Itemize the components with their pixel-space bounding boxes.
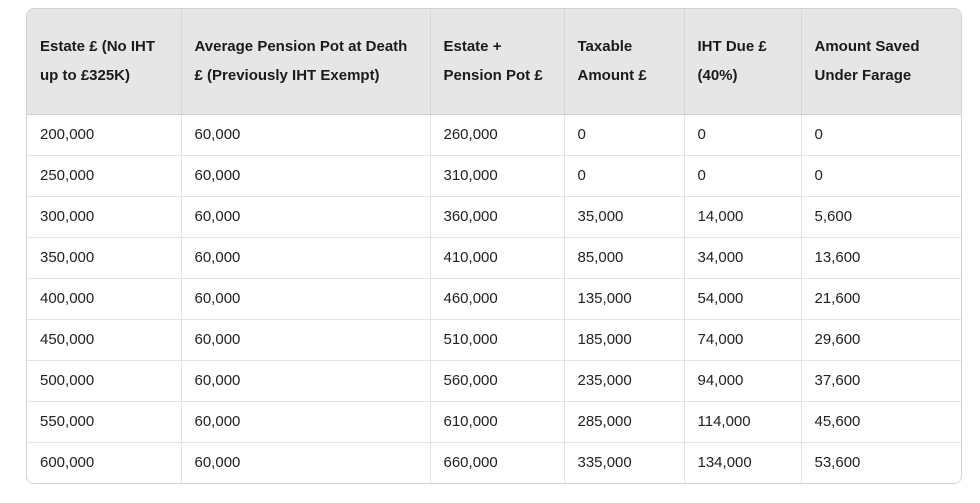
iht-table: Estate £ (No IHT up to £325K) Average Pen… [27,9,961,483]
table-cell: 600,000 [27,441,181,483]
table-cell: 60,000 [180,154,430,196]
table-cell: 450,000 [27,318,181,360]
table-cell: 94,000 [683,359,801,401]
table-cell: 85,000 [563,236,684,278]
column-header: IHT Due £ (40%) [683,9,801,115]
table-cell: 660,000 [429,441,564,483]
table-cell: 0 [800,154,961,196]
table-row: 250,000 60,000 310,000 0 0 0 [27,154,961,196]
table-row: 550,000 60,000 610,000 285,000 114,000 45,600 [27,400,961,442]
column-header: Estate + Pension Pot £ [429,9,564,115]
table-cell: 29,600 [800,318,961,360]
column-header: Average Pension Pot at Death £ (Previous… [180,9,430,115]
table-cell: 21,600 [800,277,961,319]
table-row: 500,000 60,000 560,000 235,000 94,000 37,600 [27,359,961,401]
column-header: Amount Saved Under Farage [800,9,961,115]
table-row: 300,000 60,000 360,000 35,000 14,000 5,600 [27,195,961,237]
table-cell: 235,000 [563,359,684,401]
table-cell: 45,600 [800,400,961,442]
table-cell: 74,000 [683,318,801,360]
table-row: 400,000 60,000 460,000 135,000 54,000 21,600 [27,277,961,319]
column-header: Estate £ (No IHT up to £325K) [27,9,181,115]
table-cell: 550,000 [27,400,181,442]
table-cell: 610,000 [429,400,564,442]
table-cell: 300,000 [27,195,181,237]
table-cell: 35,000 [563,195,684,237]
table-cell: 510,000 [429,318,564,360]
table-body: 200,000 60,000 260,000 0 0 0 250,000 60,000 310,… [27,114,961,483]
table-cell: 14,000 [683,195,801,237]
table-header-row: Estate £ (No IHT up to £325K) Average Pen… [27,9,961,115]
table-cell: 54,000 [683,277,801,319]
table-cell: 134,000 [683,441,801,483]
table-cell: 0 [563,154,684,196]
table-cell: 60,000 [180,318,430,360]
table-cell: 60,000 [180,195,430,237]
table-cell: 410,000 [429,236,564,278]
table-cell: 260,000 [429,114,564,155]
table-cell: 310,000 [429,154,564,196]
table-cell: 60,000 [180,441,430,483]
table-cell: 13,600 [800,236,961,278]
table-cell: 60,000 [180,400,430,442]
table-cell: 500,000 [27,359,181,401]
table-cell: 360,000 [429,195,564,237]
table-cell: 53,600 [800,441,961,483]
table-cell: 37,600 [800,359,961,401]
table-cell: 60,000 [180,277,430,319]
table-row: 450,000 60,000 510,000 185,000 74,000 29,600 [27,318,961,360]
table-cell: 400,000 [27,277,181,319]
table-cell: 560,000 [429,359,564,401]
table-cell: 460,000 [429,277,564,319]
table-cell: 200,000 [27,114,181,155]
iht-table-container: Estate £ (No IHT up to £325K) Average Pen… [26,8,962,484]
table-cell: 0 [563,114,684,155]
table-cell: 34,000 [683,236,801,278]
table-row: 350,000 60,000 410,000 85,000 34,000 13,600 [27,236,961,278]
table-cell: 250,000 [27,154,181,196]
table-cell: 114,000 [683,400,801,442]
table-cell: 60,000 [180,359,430,401]
table-cell: 60,000 [180,236,430,278]
table-cell: 350,000 [27,236,181,278]
table-cell: 0 [683,154,801,196]
column-header: Taxable Amount £ [563,9,684,115]
table-cell: 0 [683,114,801,155]
table-row: 200,000 60,000 260,000 0 0 0 [27,114,961,155]
table-cell: 185,000 [563,318,684,360]
table-row: 600,000 60,000 660,000 335,000 134,000 53,600 [27,441,961,483]
table-cell: 5,600 [800,195,961,237]
table-cell: 335,000 [563,441,684,483]
table-cell: 60,000 [180,114,430,155]
table-cell: 0 [800,114,961,155]
table-cell: 285,000 [563,400,684,442]
table-cell: 135,000 [563,277,684,319]
